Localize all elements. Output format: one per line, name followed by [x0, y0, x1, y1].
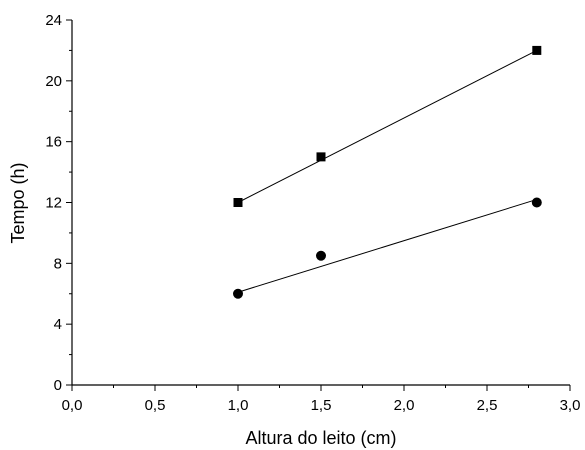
x-axis-label: Altura do leito (cm) [245, 428, 396, 448]
y-tick-label: 12 [45, 195, 62, 212]
axes [71, 20, 570, 386]
x-tick-label: 1,5 [311, 397, 332, 414]
y-tick-label: 24 [45, 12, 62, 29]
y-tick-label: 8 [54, 255, 62, 272]
y-tick-label: 0 [54, 377, 62, 394]
x-tick-label: 1,0 [228, 397, 249, 414]
data-points [233, 45, 542, 299]
circle-point [233, 288, 243, 299]
fit-line-2 [237, 198, 537, 293]
square-point [532, 45, 542, 55]
x-tick-label: 0,5 [145, 397, 166, 414]
x-tick-label: 0,0 [62, 397, 83, 414]
x-tick-label: 3,0 [560, 397, 581, 414]
x-tick-label: 2,0 [394, 397, 415, 414]
y-tick-label: 20 [45, 73, 62, 90]
y-tick-label: 4 [54, 316, 62, 333]
fit-line-1 [237, 49, 538, 203]
circle-point [531, 197, 542, 208]
circle-point [316, 250, 326, 261]
y-tick-label: 16 [45, 134, 62, 151]
ticks: 0,0 0,5 1,0 1,5 2,0 2,5 3,0 0 4 8 12 16 20 24 [45, 12, 580, 414]
x-tick-label: 2,5 [477, 397, 498, 414]
square-point [233, 198, 243, 207]
square-point [316, 152, 326, 162]
y-axis-label: Tempo (h) [8, 162, 28, 243]
fit-lines [237, 49, 538, 293]
